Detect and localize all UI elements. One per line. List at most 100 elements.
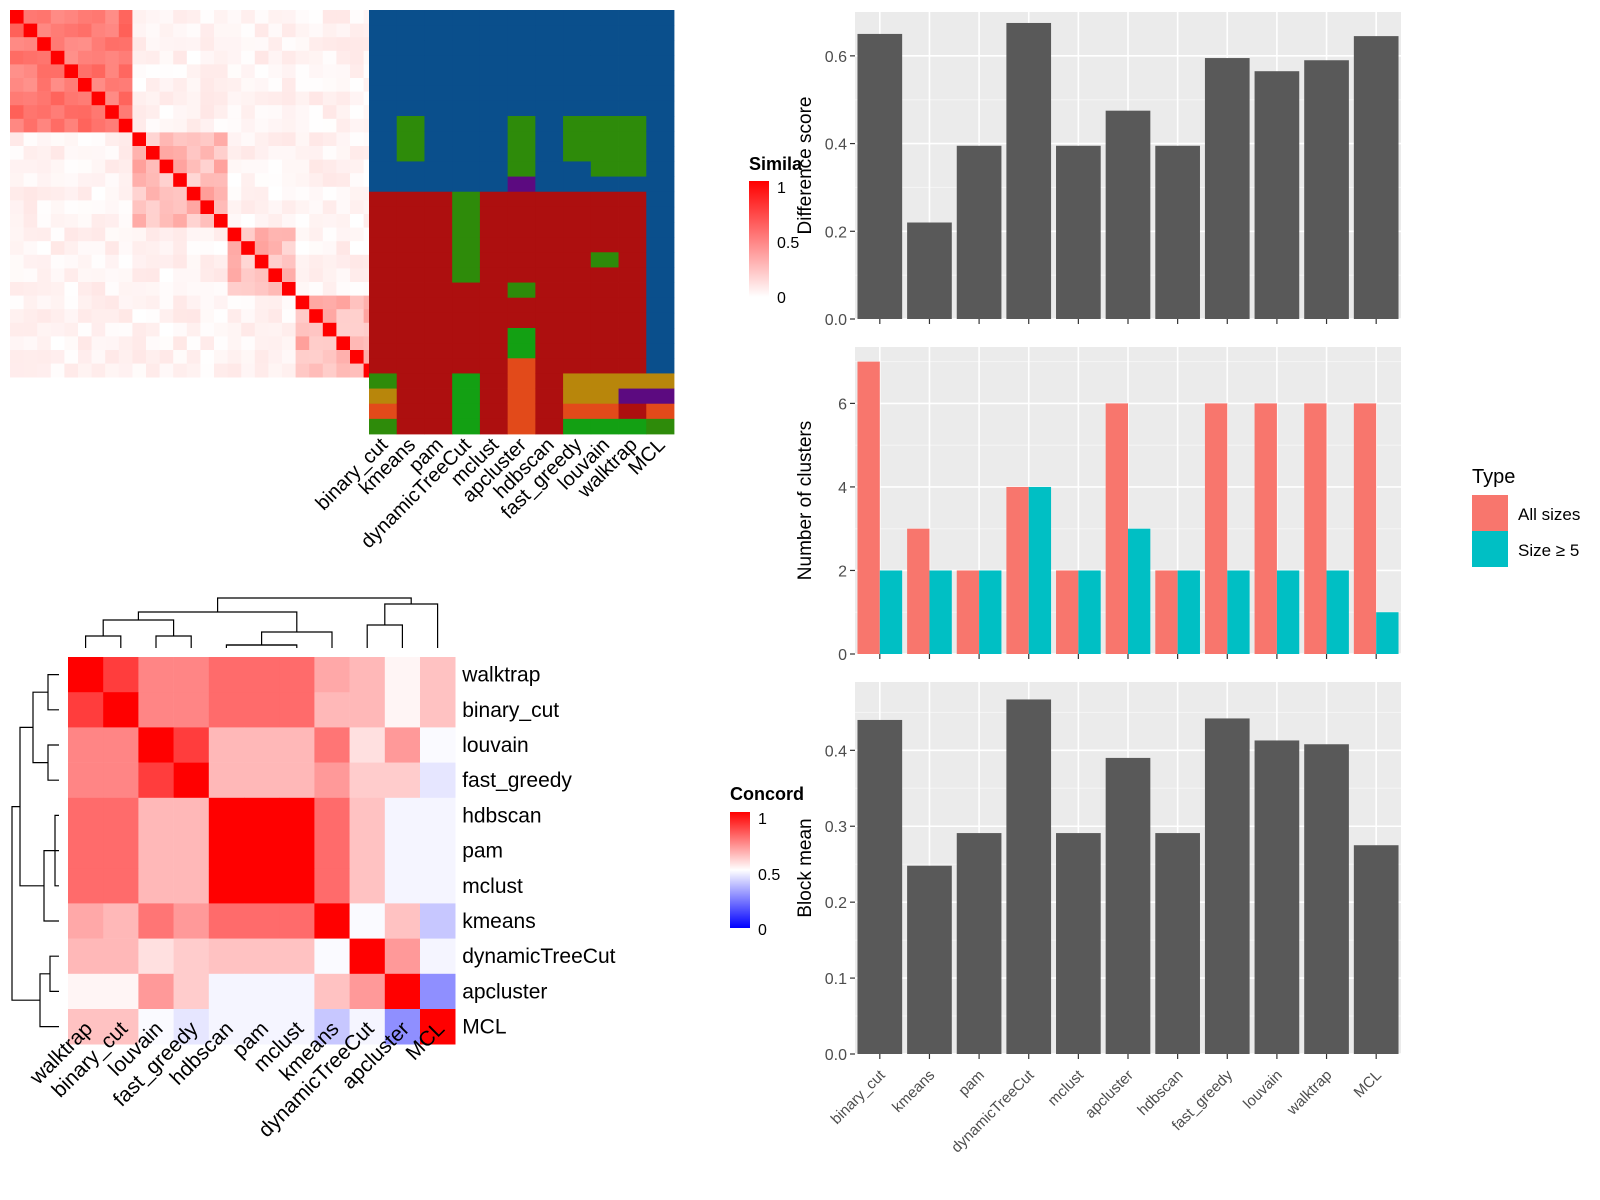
similarity-cell [227,105,242,120]
similarity-cell [10,241,24,256]
similarity-cell [350,214,364,228]
membership-cell [563,297,592,314]
similarity-cell [105,282,120,296]
similarity-cell [336,91,351,106]
similarity-cell [254,50,269,65]
similarity-cell [295,214,310,228]
membership-cell [452,10,481,26]
membership-cell [479,116,509,132]
similarity-cell [282,159,296,174]
similarity-cell [322,105,337,120]
similarity-cell [268,159,283,174]
concordance-cell [384,797,421,834]
similarity-cell [91,254,106,269]
concordance-cell [420,762,456,799]
similarity-cell [105,64,120,79]
similarity-cell [350,91,364,106]
concordance-cell [420,903,456,939]
similarity-cell [282,91,296,106]
membership-cell [452,237,481,253]
similarity-cell [268,336,283,351]
similarity-cell [159,214,174,228]
membership-cell [590,55,619,71]
membership-cell [369,176,398,193]
similarity-cell [241,241,256,256]
similarity-cell [105,132,120,147]
membership-cell [507,282,536,299]
membership-cell [369,297,398,314]
similarity-cell [282,336,296,351]
membership-cell [424,237,453,253]
similarity-cell [37,105,52,120]
similarity-cell [10,105,24,120]
similarity-cell [78,322,92,337]
dendrogram-branch [47,674,59,711]
similarity-cell [132,173,147,188]
membership-cell [479,358,509,374]
membership-cell [646,161,675,177]
similarity-cell [37,363,52,378]
membership-cell [590,131,619,147]
concordance-cell [103,657,139,693]
membership-cell [507,388,536,405]
membership-cell [507,343,536,359]
concordance-cell [173,762,210,799]
similarity-cell [78,214,92,228]
similarity-cell [227,322,242,337]
membership-cell [646,131,675,147]
similarity-legend-title: Simila [749,154,803,174]
membership-cell [618,297,647,314]
similarity-cell [78,336,92,351]
membership-cell [424,418,453,435]
similarity-cell [186,64,201,79]
concordance-cell [173,692,210,728]
similarity-cell [227,50,242,65]
concordance-cell [68,657,104,693]
similarity-cell [105,105,120,120]
membership-cell [452,40,481,56]
similarity-cell [146,322,160,337]
similarity-cell [78,186,92,201]
similarity-cell [118,159,133,174]
concordance-row-label: hdbscan [462,804,541,827]
similarity-cell [227,227,242,242]
similarity-cell [50,350,65,364]
membership-cell [369,267,398,283]
similarity-cell [173,105,188,120]
similarity-cell [64,268,79,283]
membership-cell [479,373,509,389]
similarity-cell [159,268,174,283]
membership-cell [479,176,509,193]
membership-cell [535,222,564,238]
membership-cell [535,40,564,56]
concordance-legend-colorbar [730,812,750,928]
similarity-cell [295,91,310,106]
x-tick-label: pam [955,1067,988,1100]
similarity-cell [159,146,174,160]
similarity-cell [146,282,160,296]
membership-cell [369,55,398,71]
membership-cell [452,312,481,329]
similarity-cell [350,23,364,38]
similarity-cell [295,50,310,65]
similarity-cell [91,50,106,65]
similarity-cell [254,159,269,174]
similarity-cell [50,50,65,65]
membership-cell [369,100,398,117]
membership-cell [479,312,509,329]
y-tick-label: 0.6 [825,49,847,66]
similarity-cell [91,282,106,296]
similarity-cell [214,254,228,269]
similarity-cell [200,64,215,79]
similarity-cell [159,10,174,24]
similarity-cell [23,37,38,52]
similarity-cell [132,241,147,256]
similarity-cell [309,105,324,120]
similarity-cell [159,132,174,147]
membership-cell [369,25,398,41]
similarity-cell [64,282,79,296]
similarity-cell [64,78,79,92]
similarity-cell [295,118,310,133]
number-of-clusters-chart: 0 2 4 6 Number of clusters [795,347,1401,664]
similarity-cell [350,173,364,188]
